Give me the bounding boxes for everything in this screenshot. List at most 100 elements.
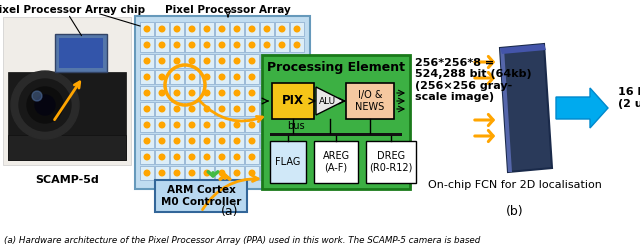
Circle shape	[204, 26, 210, 32]
Circle shape	[249, 58, 255, 64]
Bar	[245, 86, 259, 100]
Circle shape	[159, 154, 165, 160]
Circle shape	[279, 74, 285, 80]
Circle shape	[279, 90, 285, 96]
Circle shape	[234, 122, 240, 128]
Circle shape	[19, 79, 71, 131]
Bar	[155, 150, 169, 164]
Bar	[230, 166, 244, 180]
Polygon shape	[500, 48, 512, 172]
Circle shape	[189, 122, 195, 128]
Bar	[275, 38, 289, 52]
Bar	[155, 70, 169, 84]
Circle shape	[219, 58, 225, 64]
Bar	[155, 118, 169, 132]
Circle shape	[174, 26, 180, 32]
Bar	[140, 38, 154, 52]
Circle shape	[27, 87, 63, 123]
Circle shape	[144, 42, 150, 48]
Circle shape	[219, 26, 225, 32]
Circle shape	[279, 122, 285, 128]
Circle shape	[279, 106, 285, 112]
Circle shape	[174, 154, 180, 160]
Circle shape	[174, 58, 180, 64]
Circle shape	[264, 42, 270, 48]
Circle shape	[219, 122, 225, 128]
Bar	[275, 166, 289, 180]
Circle shape	[234, 26, 240, 32]
Bar	[155, 86, 169, 100]
Circle shape	[234, 170, 240, 176]
Circle shape	[279, 26, 285, 32]
Circle shape	[159, 42, 165, 48]
Bar	[155, 54, 169, 68]
Bar	[155, 180, 247, 212]
Circle shape	[219, 42, 225, 48]
Bar	[230, 150, 244, 164]
Bar	[215, 150, 229, 164]
Bar	[170, 102, 184, 116]
Polygon shape	[500, 44, 552, 172]
Bar	[245, 118, 259, 132]
Bar	[200, 54, 214, 68]
Circle shape	[219, 170, 225, 176]
Circle shape	[249, 138, 255, 144]
Bar	[215, 38, 229, 52]
Bar	[290, 118, 304, 132]
Bar	[346, 83, 394, 119]
Bar	[170, 118, 184, 132]
Bar	[140, 166, 154, 180]
Bar	[270, 133, 402, 136]
Circle shape	[189, 138, 195, 144]
Bar	[230, 102, 244, 116]
Circle shape	[159, 106, 165, 112]
Polygon shape	[316, 87, 344, 115]
Bar	[215, 118, 229, 132]
Circle shape	[279, 170, 285, 176]
Bar	[245, 134, 259, 148]
Bar	[215, 134, 229, 148]
Circle shape	[189, 106, 195, 112]
Circle shape	[189, 154, 195, 160]
Bar	[245, 38, 259, 52]
Bar	[185, 54, 199, 68]
Bar	[170, 134, 184, 148]
Circle shape	[249, 154, 255, 160]
Circle shape	[234, 106, 240, 112]
Text: AREG
(A-F): AREG (A-F)	[323, 151, 349, 173]
Bar	[185, 118, 199, 132]
Circle shape	[144, 122, 150, 128]
Bar	[140, 134, 154, 148]
Circle shape	[234, 90, 240, 96]
Bar	[155, 102, 169, 116]
Circle shape	[189, 74, 195, 80]
Circle shape	[294, 42, 300, 48]
Bar	[200, 150, 214, 164]
Bar	[290, 70, 304, 84]
Circle shape	[174, 74, 180, 80]
Text: PIX: PIX	[282, 94, 304, 107]
Bar	[260, 54, 274, 68]
Bar	[245, 54, 259, 68]
Bar	[230, 134, 244, 148]
Bar	[260, 134, 274, 148]
Bar	[290, 38, 304, 52]
Circle shape	[249, 170, 255, 176]
Circle shape	[159, 90, 165, 96]
Bar	[185, 38, 199, 52]
Bar	[290, 86, 304, 100]
Bar	[260, 86, 274, 100]
Text: 256*256*8 =
524,288 bit (64kb)
(256×256 gray-
scale image): 256*256*8 = 524,288 bit (64kb) (256×256 …	[415, 58, 532, 102]
Text: On-chip FCN for 2D localisation: On-chip FCN for 2D localisation	[428, 180, 602, 190]
Bar	[230, 22, 244, 36]
Bar	[275, 22, 289, 36]
Circle shape	[294, 74, 300, 80]
Polygon shape	[556, 88, 608, 128]
Circle shape	[264, 154, 270, 160]
Circle shape	[219, 90, 225, 96]
Text: DREG
(R0-R12): DREG (R0-R12)	[369, 151, 413, 173]
Circle shape	[249, 122, 255, 128]
Bar	[55, 34, 107, 72]
Bar	[215, 70, 229, 84]
Circle shape	[144, 154, 150, 160]
